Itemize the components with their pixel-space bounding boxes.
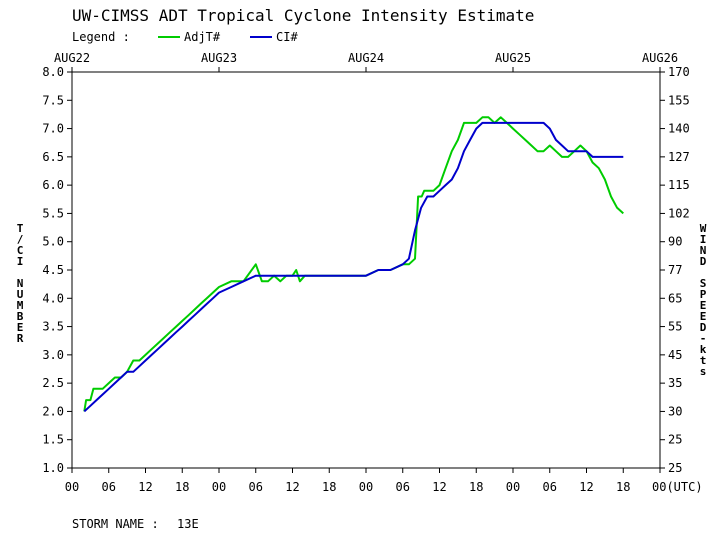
y-tick-label: 7.5 bbox=[42, 93, 64, 107]
x-tick-label: 00 bbox=[506, 480, 520, 494]
y-tick-label: 1.5 bbox=[42, 433, 64, 447]
date-label: AUG24 bbox=[348, 51, 384, 65]
x-tick-label: 12 bbox=[432, 480, 446, 494]
y2-tick-label: 170 bbox=[668, 65, 690, 79]
y-tick-label: 2.0 bbox=[42, 404, 64, 418]
date-axis: AUG22 AUG23 AUG24 AUG25 AUG26 bbox=[54, 51, 678, 72]
y2-tick-label: 140 bbox=[668, 122, 690, 136]
x-tick-label: 00 bbox=[65, 480, 79, 494]
y2-tick-label: 25 bbox=[668, 461, 682, 475]
y-tick-label: 3.0 bbox=[42, 348, 64, 362]
y-tick-label: 6.0 bbox=[42, 178, 64, 192]
y2-tick-label: 65 bbox=[668, 291, 682, 305]
y2-tick-label: 30 bbox=[668, 404, 682, 418]
x-tick-label: 12 bbox=[579, 480, 593, 494]
date-label: AUG22 bbox=[54, 51, 90, 65]
x-tick-label: 06 bbox=[249, 480, 263, 494]
y2-tick-label: 102 bbox=[668, 206, 690, 220]
legend-entry-adjt: AdjT# bbox=[184, 30, 221, 44]
x-tick-label: 18 bbox=[175, 480, 189, 494]
y2-tick-label: 77 bbox=[668, 263, 682, 277]
y-tick-label: 4.5 bbox=[42, 263, 64, 277]
y2-tick-label: 55 bbox=[668, 320, 682, 334]
y-tick-label: 1.0 bbox=[42, 461, 64, 475]
y-tick-label: 5.0 bbox=[42, 235, 64, 249]
y2-tick-label: 155 bbox=[668, 93, 690, 107]
x-tick-label: 18 bbox=[469, 480, 483, 494]
legend-entry-ci: CI# bbox=[276, 30, 298, 44]
series-line-adjt bbox=[83, 116, 624, 412]
series-line-ci bbox=[83, 121, 624, 413]
x-tick-label: 12 bbox=[138, 480, 152, 494]
y2-tick-label: 115 bbox=[668, 178, 690, 192]
x-tick-label: 00 bbox=[212, 480, 226, 494]
x-tick-label: 00(UTC) bbox=[652, 480, 703, 494]
x-tick-label: 06 bbox=[543, 480, 557, 494]
y-tick-label: 7.0 bbox=[42, 122, 64, 136]
y-axis-right: 25 25 30 35 45 55 65 77 90 102 115 127 140 155 170 bbox=[660, 65, 690, 475]
date-label: AUG26 bbox=[642, 51, 678, 65]
storm-name-value: 13E bbox=[177, 517, 199, 531]
date-label: AUG23 bbox=[201, 51, 237, 65]
plot-frame bbox=[71, 71, 661, 469]
y-axis-left: 1.0 1.5 2.0 2.5 3.0 3.5 4.0 4.5 5.0 5.5 6.0 6.5 7.0 7… bbox=[42, 65, 72, 475]
y-tick-label: 5.5 bbox=[42, 206, 64, 220]
y-tick-label: 3.5 bbox=[42, 320, 64, 334]
y2-tick-label: 90 bbox=[668, 235, 682, 249]
legend-label: Legend : bbox=[72, 30, 130, 44]
y-tick-label: 4.0 bbox=[42, 291, 64, 305]
storm-name-label: STORM NAME : bbox=[72, 517, 159, 531]
x-tick-label: 18 bbox=[322, 480, 336, 494]
x-tick-label: 18 bbox=[616, 480, 630, 494]
y-tick-label: 6.5 bbox=[42, 150, 64, 164]
x-tick-label: 06 bbox=[102, 480, 116, 494]
y-tick-label: 8.0 bbox=[42, 65, 64, 79]
y2-tick-label: 127 bbox=[668, 150, 690, 164]
series-layer bbox=[83, 116, 624, 413]
y-tick-label: 2.5 bbox=[42, 376, 64, 390]
y2-tick-label: 25 bbox=[668, 433, 682, 447]
x-tick-label: 00 bbox=[359, 480, 373, 494]
chart-title: UW-CIMSS ADT Tropical Cyclone Intensity … bbox=[72, 6, 534, 25]
x-tick-label: 12 bbox=[285, 480, 299, 494]
date-label: AUG25 bbox=[495, 51, 531, 65]
y2-tick-label: 35 bbox=[668, 376, 682, 390]
x-axis-ticks: 00 06 12 18 00 06 12 18 00 06 12 18 00 06 12 18 00(UTC) bbox=[65, 468, 703, 494]
y2-tick-label: 45 bbox=[668, 348, 682, 362]
x-tick-label: 06 bbox=[396, 480, 410, 494]
